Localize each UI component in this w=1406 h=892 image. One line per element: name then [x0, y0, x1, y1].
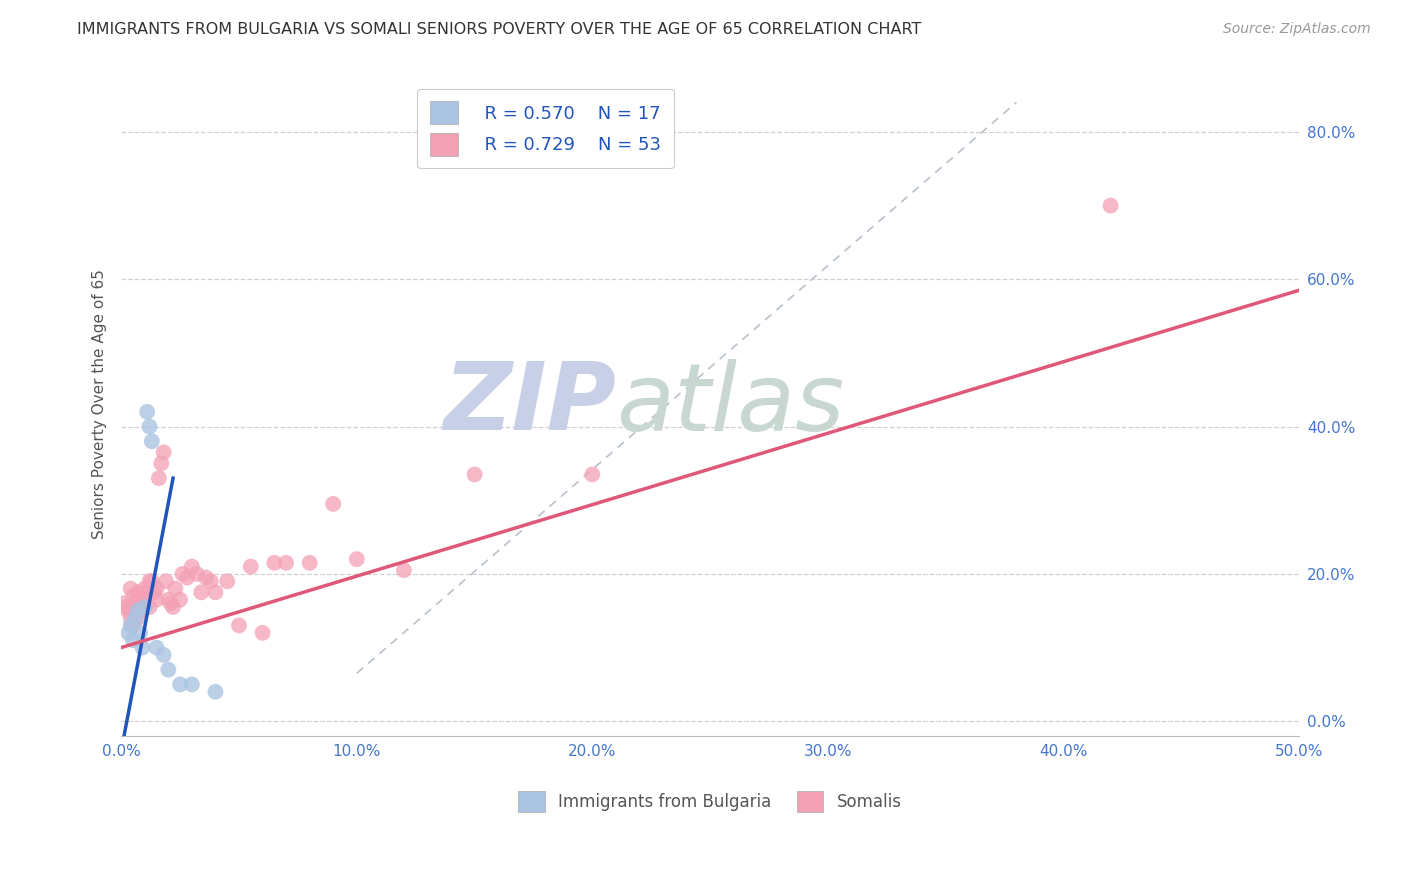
Point: [136, 405, 159, 419]
Point: [112, 596, 135, 610]
Point: [134, 582, 156, 596]
Point: [157, 663, 180, 677]
Point: [124, 611, 146, 625]
Point: [122, 633, 145, 648]
Point: [150, 457, 173, 471]
Point: [186, 566, 208, 581]
Point: [157, 592, 180, 607]
Point: [180, 677, 202, 691]
Point: [172, 566, 194, 581]
Point: [204, 685, 226, 699]
Point: [127, 585, 149, 599]
Point: [200, 574, 222, 589]
Legend: Immigrants from Bulgaria, Somalis: Immigrants from Bulgaria, Somalis: [509, 780, 911, 822]
Point: [274, 556, 297, 570]
Point: [120, 582, 142, 596]
Point: [464, 467, 486, 482]
Point: [120, 611, 142, 625]
Point: [162, 600, 184, 615]
Point: [159, 596, 181, 610]
Point: [115, 600, 138, 615]
Point: [322, 497, 344, 511]
Point: [131, 604, 153, 618]
Point: [138, 574, 160, 589]
Point: [145, 640, 167, 655]
Point: [346, 552, 368, 566]
Point: [124, 596, 146, 610]
Point: [143, 585, 166, 599]
Point: [263, 556, 285, 570]
Point: [252, 625, 274, 640]
Point: [176, 571, 198, 585]
Point: [134, 600, 156, 615]
Point: [138, 419, 160, 434]
Point: [392, 563, 415, 577]
Point: [120, 618, 142, 632]
Point: [581, 467, 603, 482]
Point: [180, 559, 202, 574]
Text: ZIP: ZIP: [443, 359, 616, 450]
Text: IMMIGRANTS FROM BULGARIA VS SOMALI SENIORS POVERTY OVER THE AGE OF 65 CORRELATIO: IMMIGRANTS FROM BULGARIA VS SOMALI SENIO…: [77, 22, 922, 37]
Point: [117, 625, 139, 640]
Point: [169, 677, 191, 691]
Point: [239, 559, 262, 574]
Point: [138, 600, 160, 615]
Y-axis label: Seniors Poverty Over the Age of 65: Seniors Poverty Over the Age of 65: [93, 269, 107, 540]
Point: [204, 585, 226, 599]
Point: [152, 445, 174, 459]
Point: [122, 618, 145, 632]
Point: [141, 574, 163, 589]
Point: [127, 604, 149, 618]
Point: [145, 592, 167, 607]
Point: [165, 582, 187, 596]
Point: [136, 585, 159, 599]
Point: [152, 648, 174, 662]
Point: [129, 625, 152, 640]
Point: [134, 600, 156, 615]
Text: atlas: atlas: [616, 359, 844, 450]
Point: [122, 589, 145, 603]
Point: [228, 618, 250, 632]
Point: [190, 585, 212, 599]
Point: [1099, 198, 1122, 212]
Point: [217, 574, 239, 589]
Point: [298, 556, 321, 570]
Point: [141, 434, 163, 449]
Point: [155, 574, 177, 589]
Point: [131, 640, 153, 655]
Point: [127, 611, 149, 625]
Text: Source: ZipAtlas.com: Source: ZipAtlas.com: [1223, 22, 1371, 37]
Point: [148, 471, 170, 485]
Point: [195, 571, 218, 585]
Point: [145, 582, 167, 596]
Point: [117, 604, 139, 618]
Point: [129, 596, 152, 610]
Point: [129, 592, 152, 607]
Point: [124, 604, 146, 618]
Point: [169, 592, 191, 607]
